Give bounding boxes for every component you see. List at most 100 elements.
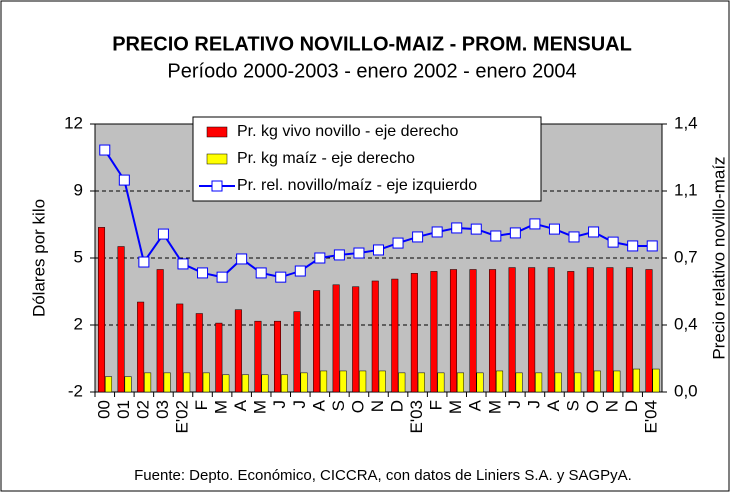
marker bbox=[353, 247, 365, 259]
bar bbox=[293, 311, 301, 393]
chart-title: PRECIO RELATIVO NOVILLO-MAIZ - PROM. MEN… bbox=[112, 33, 632, 55]
y2-tick-label: 0,4 bbox=[674, 314, 698, 333]
marker bbox=[627, 240, 639, 252]
legend-label: Pr. rel. novillo/maíz - eje izquierdo bbox=[237, 177, 477, 194]
x-tick-label: 01 bbox=[114, 400, 133, 419]
bar bbox=[378, 370, 386, 393]
x-tick-label: N bbox=[368, 400, 387, 412]
bar bbox=[508, 267, 516, 393]
bar bbox=[261, 374, 269, 393]
bar bbox=[313, 290, 321, 393]
bar bbox=[183, 372, 191, 393]
bar bbox=[496, 370, 504, 393]
marker bbox=[118, 174, 130, 186]
bar bbox=[535, 372, 543, 393]
bar bbox=[105, 376, 113, 393]
x-tick-label: 00 bbox=[94, 400, 113, 419]
bar bbox=[606, 267, 614, 393]
bar bbox=[593, 370, 601, 393]
bar bbox=[359, 370, 367, 393]
marker bbox=[157, 228, 169, 240]
x-tick-label: J bbox=[270, 400, 289, 409]
x-tick-label: J bbox=[524, 400, 543, 409]
bar bbox=[567, 271, 575, 393]
y-tick-label: 5 bbox=[74, 247, 83, 266]
y-tick-label: 9 bbox=[74, 180, 83, 199]
marker bbox=[568, 231, 580, 243]
marker bbox=[470, 223, 482, 235]
bar bbox=[273, 320, 281, 393]
bar bbox=[300, 372, 308, 393]
legend-marker bbox=[211, 180, 223, 192]
y2-tick-label: 0,0 bbox=[674, 381, 698, 400]
bar bbox=[476, 372, 484, 393]
bar bbox=[352, 286, 360, 393]
x-tick-label: D bbox=[388, 400, 407, 412]
marker bbox=[431, 226, 443, 238]
marker bbox=[294, 265, 306, 277]
bar bbox=[469, 269, 477, 393]
bar bbox=[222, 374, 230, 393]
y-tick-label: 2 bbox=[74, 314, 83, 333]
x-tick-label: M bbox=[212, 400, 231, 414]
bar bbox=[254, 320, 262, 393]
marker bbox=[588, 226, 600, 238]
y2-tick-label: 1,4 bbox=[674, 113, 698, 132]
bar bbox=[554, 372, 562, 393]
bar bbox=[456, 372, 464, 393]
bar bbox=[652, 368, 660, 393]
y2-axis-label: Precio relativo novillo-maíz bbox=[709, 156, 728, 359]
y-tick-label: -2 bbox=[68, 381, 83, 400]
bar bbox=[124, 376, 132, 393]
bar bbox=[645, 269, 653, 393]
bar bbox=[320, 370, 328, 393]
bar bbox=[195, 313, 203, 393]
bar bbox=[449, 269, 457, 393]
x-tick-label: E'02 bbox=[172, 400, 191, 434]
x-tick-label: J bbox=[505, 400, 524, 409]
bar bbox=[339, 370, 347, 393]
x-tick-label: A bbox=[309, 399, 328, 411]
bar bbox=[156, 269, 164, 393]
legend-swatch bbox=[206, 126, 228, 138]
x-tick-label: A bbox=[544, 399, 563, 411]
y-axis-label: Dólares por kilo bbox=[29, 199, 48, 317]
bar bbox=[98, 227, 106, 393]
marker bbox=[509, 227, 521, 239]
x-tick-label: S bbox=[329, 400, 348, 411]
bar bbox=[144, 372, 152, 393]
marker bbox=[99, 144, 111, 156]
x-tick-label: M bbox=[251, 400, 270, 414]
x-tick-label: M bbox=[485, 400, 504, 414]
legend-label: Pr. kg maíz - eje derecho bbox=[237, 150, 415, 167]
marker bbox=[412, 231, 424, 243]
bar bbox=[391, 278, 399, 393]
x-tick-label: O bbox=[583, 400, 602, 413]
marker bbox=[490, 230, 502, 242]
x-tick-label: 03 bbox=[153, 400, 172, 419]
x-tick-label: D bbox=[622, 400, 641, 412]
source-note: Fuente: Depto. Económico, CICCRA, con da… bbox=[134, 467, 632, 484]
x-tick-label: N bbox=[603, 400, 622, 412]
bar bbox=[625, 267, 633, 393]
marker bbox=[314, 252, 326, 264]
marker bbox=[177, 258, 189, 270]
bar bbox=[437, 372, 445, 393]
bar bbox=[137, 301, 145, 393]
legend-label: Pr. kg vivo novillo - eje derecho bbox=[237, 123, 459, 140]
x-tick-label: S bbox=[564, 400, 583, 411]
x-tick-label: A bbox=[231, 399, 250, 411]
y-tick-label: 12 bbox=[64, 113, 83, 132]
bar bbox=[234, 309, 242, 393]
marker bbox=[607, 236, 619, 248]
x-tick-label: F bbox=[192, 400, 211, 410]
bar bbox=[163, 372, 171, 393]
bar bbox=[371, 280, 379, 393]
bar bbox=[117, 246, 125, 393]
marker bbox=[333, 249, 345, 261]
x-tick-label: A bbox=[466, 399, 485, 411]
bar bbox=[241, 374, 249, 393]
bar bbox=[574, 372, 582, 393]
bar bbox=[515, 372, 523, 393]
